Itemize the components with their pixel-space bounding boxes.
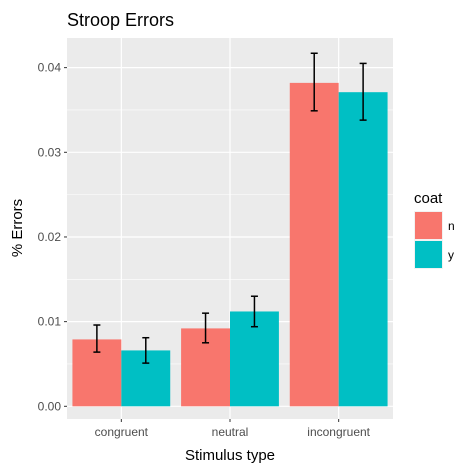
chart-title: Stroop Errors [67, 10, 174, 30]
y-tick-label: 0.01 [38, 315, 62, 329]
x-tick-label: incongruent [307, 425, 370, 439]
bars [72, 82, 388, 407]
error-bars [93, 52, 367, 364]
x-axis-title: Stimulus type [185, 447, 275, 464]
legend: coat n y [414, 190, 455, 269]
x-tick-label: congruent [95, 425, 149, 439]
y-tick-label: 0.00 [38, 399, 62, 413]
y-axis: 0.00 0.01 0.02 0.03 0.04 [38, 61, 67, 413]
y-tick-label: 0.03 [38, 145, 62, 159]
legend-swatch-n [415, 212, 442, 239]
y-axis-title: % Errors [9, 199, 26, 257]
legend-swatch-y [415, 241, 442, 268]
bar-y-incongruent [338, 92, 388, 407]
legend-label-n: n [448, 219, 455, 233]
y-tick-label: 0.02 [38, 230, 62, 244]
x-tick-label: neutral [212, 425, 249, 439]
x-axis: congruent neutral incongruent [95, 419, 371, 439]
legend-title: coat [414, 190, 443, 207]
legend-label-y: y [448, 248, 454, 262]
bar-n-incongruent [289, 82, 339, 407]
y-tick-label: 0.04 [38, 61, 62, 75]
